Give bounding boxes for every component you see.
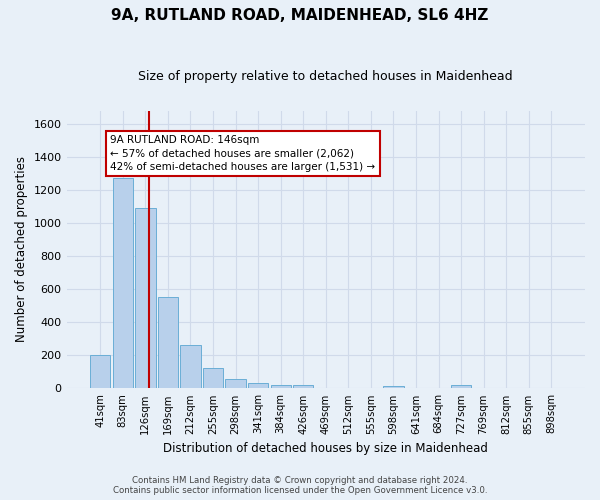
Text: Contains HM Land Registry data © Crown copyright and database right 2024.
Contai: Contains HM Land Registry data © Crown c… [113, 476, 487, 495]
Bar [271, 385, 291, 388]
X-axis label: Distribution of detached houses by size in Maidenhead: Distribution of detached houses by size … [163, 442, 488, 455]
Bar [90, 356, 110, 388]
Y-axis label: Number of detached properties: Number of detached properties [15, 156, 28, 342]
Bar [293, 385, 313, 388]
Bar [226, 378, 246, 388]
Bar [158, 296, 178, 388]
Bar [113, 178, 133, 388]
Bar [451, 386, 471, 388]
Text: 9A, RUTLAND ROAD, MAIDENHEAD, SL6 4HZ: 9A, RUTLAND ROAD, MAIDENHEAD, SL6 4HZ [112, 8, 488, 22]
Bar [248, 384, 268, 388]
Bar [203, 368, 223, 388]
Bar [383, 386, 404, 388]
Title: Size of property relative to detached houses in Maidenhead: Size of property relative to detached ho… [139, 70, 513, 83]
Bar [181, 344, 200, 389]
Text: 9A RUTLAND ROAD: 146sqm
← 57% of detached houses are smaller (2,062)
42% of semi: 9A RUTLAND ROAD: 146sqm ← 57% of detache… [110, 136, 376, 172]
Bar [135, 208, 155, 388]
